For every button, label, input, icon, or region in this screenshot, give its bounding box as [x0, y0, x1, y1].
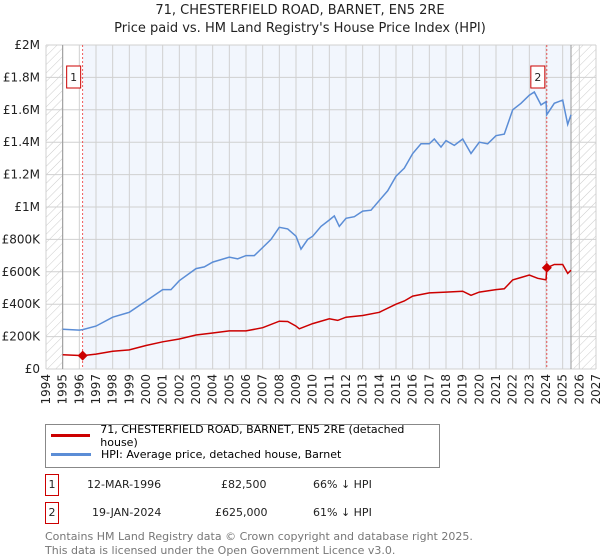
price-chart: 1994 1995 1996 1997 1998 1999 2000 2001 2002 2003…	[2, 38, 600, 405]
x-tick-label: 2003	[189, 374, 203, 405]
x-tick-label: 2008	[272, 374, 286, 405]
x-tick-label: 2020	[472, 374, 486, 405]
property-price-line	[62, 263, 572, 357]
sale-date: 19-JAN-2024	[92, 506, 162, 519]
chart-subtitle: Price paid vs. HM Land Registry's House …	[114, 21, 486, 36]
x-tick-label: 1997	[89, 374, 103, 405]
legend-swatch-blue	[51, 453, 91, 456]
x-tick-label: 2005	[222, 374, 236, 405]
footer-license: This data is licensed under the Open Gov…	[45, 544, 396, 557]
y-tick-label: £1M	[14, 200, 40, 214]
y-tick-label: £200K	[2, 330, 42, 344]
sale-price: £625,000	[215, 506, 268, 519]
sale-badge-label: 1	[70, 71, 77, 84]
sale-badge	[530, 65, 546, 89]
x-tick-label: 2011	[322, 374, 336, 405]
legend: 71, CHESTERFIELD ROAD, BARNET, EN5 2RE (…	[45, 423, 440, 468]
x-tick-label: 2025	[556, 374, 570, 405]
x-tick-label: 1995	[56, 374, 70, 405]
x-tick-label: 2016	[406, 374, 420, 405]
x-tick-label: 2007	[256, 374, 270, 405]
x-tick-label: 2001	[156, 374, 170, 405]
x-tick-label: 2015	[389, 374, 403, 405]
x-tick-label: 2021	[489, 374, 503, 405]
x-tick-label: 1999	[122, 374, 136, 405]
footer-copyright: Contains HM Land Registry data © Crown c…	[45, 530, 473, 543]
x-tick-label: 2010	[306, 374, 320, 405]
legend-label: HPI: Average price, detached house, Barn…	[101, 448, 342, 461]
x-tick-label: 2000	[139, 374, 153, 405]
chart-title: 71, CHESTERFIELD ROAD, BARNET, EN5 2RE	[155, 3, 445, 18]
x-tick-label: 2027	[589, 374, 600, 405]
legend-label: 71, CHESTERFIELD ROAD, BARNET, EN5 2RE (…	[100, 422, 405, 449]
x-tick-label: 2013	[356, 374, 370, 405]
x-tick-label: 2002	[172, 374, 186, 405]
x-tick-label: 1998	[106, 374, 120, 405]
sale-marker-badge: 2	[45, 502, 59, 524]
sale-badge-label: 2	[534, 71, 541, 84]
sale-row: 2 19-JAN-2024 £625,000 61% ↓ HPI	[45, 502, 445, 524]
y-tick-label: £800K	[2, 232, 42, 246]
y-tick-label: £400K	[2, 297, 42, 311]
sale-point	[77, 350, 88, 361]
x-tick-label: 2004	[206, 374, 220, 405]
x-tick-label: 2009	[289, 374, 303, 405]
x-tick-label: 2026	[572, 374, 586, 405]
legend-item-property: 71, CHESTERFIELD ROAD, BARNET, EN5 2RE (…	[46, 423, 439, 449]
y-tick-label: £0	[25, 362, 40, 376]
sale-row: 1 12-MAR-1996 £82,500 66% ↓ HPI	[45, 474, 445, 496]
legend-item-hpi: HPI: Average price, detached house, Barn…	[46, 445, 439, 464]
y-tick-label: £1.2M	[3, 168, 40, 182]
legend-swatch-red	[51, 434, 91, 437]
x-tick-label: 2019	[456, 374, 470, 405]
x-tick-label: 2017	[422, 374, 436, 405]
sale-badge	[66, 65, 82, 89]
y-tick-label: £600K	[2, 265, 42, 279]
x-tick-label: 1994	[39, 374, 53, 405]
x-tick-label: 2022	[506, 374, 520, 405]
y-tick-label: £1.6M	[3, 103, 40, 117]
sale-price: £82,500	[221, 478, 267, 491]
sale-date: 12-MAR-1996	[87, 478, 162, 491]
y-tick-label: £2M	[14, 38, 40, 52]
x-tick-label: 2006	[239, 374, 253, 405]
sale-point	[541, 262, 552, 273]
sale-marker-badge: 1	[45, 474, 59, 496]
y-tick-label: £1.4M	[3, 135, 40, 149]
x-tick-label: 2023	[522, 374, 536, 405]
sale-hpi-diff: 61% ↓ HPI	[313, 506, 372, 519]
x-tick-label: 2012	[339, 374, 353, 405]
x-tick-label: 2018	[439, 374, 453, 405]
x-tick-label: 1996	[72, 374, 86, 405]
sale-hpi-diff: 66% ↓ HPI	[313, 478, 372, 491]
x-tick-label: 2014	[372, 374, 386, 405]
y-tick-label: £1.8M	[3, 70, 40, 84]
x-tick-label: 2024	[539, 374, 553, 405]
hpi-line	[62, 90, 572, 331]
